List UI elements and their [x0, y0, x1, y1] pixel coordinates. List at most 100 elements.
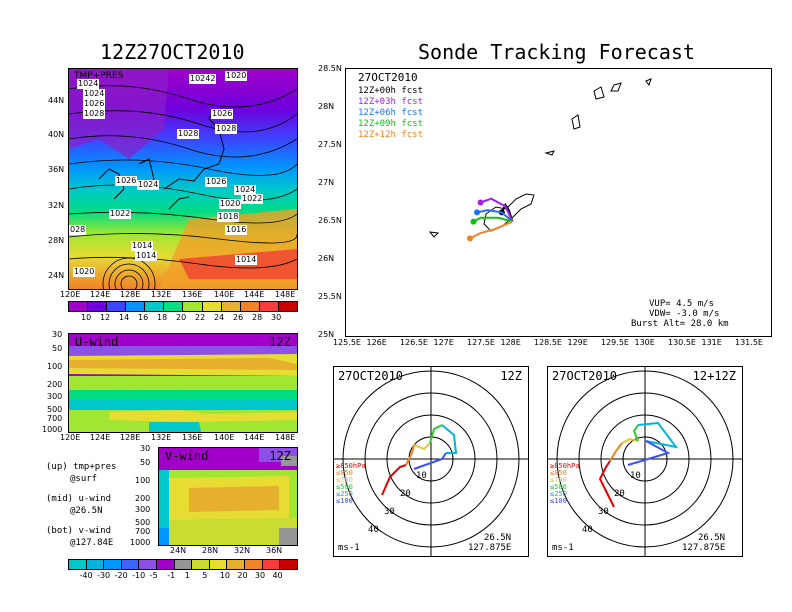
- forecast-legend-item: 12Z+09h fcst: [358, 119, 424, 129]
- lat-tick: 28N: [48, 236, 65, 245]
- u-wind-field: [69, 334, 297, 432]
- lon-tick: 127.5E: [467, 338, 495, 347]
- contour-label: 1024: [83, 89, 106, 99]
- right-title: Sonde Tracking Forecast: [418, 40, 695, 64]
- colorbar-label: 5: [202, 571, 208, 580]
- lat-tick: 26.5N: [318, 216, 342, 225]
- colorbar-label: -30: [97, 571, 111, 580]
- contour-label: 1024: [77, 79, 100, 89]
- colorbar-swatch: [262, 560, 281, 569]
- hodograph-level-label: ≤100: [550, 497, 567, 505]
- lon-tick: 128.5E: [534, 338, 562, 347]
- ring-label: 30: [598, 507, 609, 517]
- contour-label: 1016: [225, 225, 248, 235]
- hodograph-trace: [632, 424, 639, 442]
- hodograph-trace: [429, 424, 443, 444]
- lon-tick: 120E: [60, 433, 81, 442]
- forecast-track-line: [476, 209, 514, 223]
- lat-tick: 44N: [48, 96, 65, 105]
- hodograph-lat: 26.5N: [484, 533, 512, 543]
- lat-tick: 36N: [48, 165, 65, 174]
- colorbar-label: -1: [167, 571, 176, 580]
- contour-label: 1020: [225, 71, 248, 81]
- hodograph-panel-1: 27OCT2010 12Z 10 20 30 40 ms-1 26.5N 127.875E ≥85…: [333, 366, 529, 557]
- u-wind-panel: U-wind 12Z: [68, 333, 298, 433]
- v-wind-label: V-wind: [165, 449, 209, 463]
- colorbar-label: 28: [252, 313, 263, 322]
- p-tick: 200: [135, 494, 151, 503]
- hodograph-level-label: ≤100: [336, 497, 353, 505]
- lat-tick: 25N: [318, 330, 335, 339]
- hodograph-trace: [598, 460, 615, 508]
- lon-tick: 130.5E: [668, 338, 696, 347]
- colorbar-swatch: [174, 560, 193, 569]
- lon-tick: 125.5E: [333, 338, 361, 347]
- note-line: (bot) v-wind: [46, 526, 112, 536]
- hodograph-level-label: ≤250: [550, 490, 567, 498]
- hodograph-level-label: ≤700: [336, 476, 353, 484]
- lon-tick: 128E: [120, 290, 141, 299]
- colorbar-label: 30: [254, 571, 266, 580]
- hodograph-trace: [637, 421, 679, 449]
- u-wind-time: 12Z: [269, 335, 291, 349]
- hodograph-date: 27OCT2010: [338, 369, 404, 383]
- colorbar-label: 40: [272, 571, 283, 580]
- contour-label: 1020: [73, 267, 96, 277]
- param-line: Burst Alt= 28.0 km: [631, 319, 729, 329]
- contour-label: 1026: [211, 109, 234, 119]
- contour-label: 1020: [219, 199, 242, 209]
- colorbar-label: -5: [149, 571, 158, 580]
- hodograph-lat: 26.5N: [698, 533, 726, 543]
- hodograph-lon: 127.875E: [682, 543, 726, 553]
- hodograph-level-label: ≥850hPa: [550, 462, 580, 470]
- lon-tick: 132E: [151, 433, 172, 442]
- lat-tick: 27N: [318, 178, 335, 187]
- ring-label: 40: [368, 525, 379, 535]
- lon-tick: 120E: [60, 290, 81, 299]
- v-wind-time: 12Z: [269, 449, 291, 463]
- lon-tick: 124E: [90, 433, 111, 442]
- colorbar-label: -10: [132, 571, 146, 580]
- colorbar-label: 22: [195, 313, 206, 322]
- tracking-map: 27OCT2010 12Z+00h fcst 12Z+03h fcst 12Z+06…: [345, 68, 772, 337]
- contour-label: 028: [69, 225, 87, 235]
- map-label: TMP+PRES: [74, 71, 124, 81]
- contour-label: 1024: [137, 180, 160, 190]
- colorbar-label: 20: [176, 313, 187, 322]
- colorbar-label: 10: [81, 313, 92, 322]
- colorbar-label: 26: [233, 313, 244, 322]
- lon-tick: 127E: [433, 338, 454, 347]
- param-line: VUP= 4.5 m/s: [649, 299, 715, 309]
- lat-tick: 32N: [48, 201, 65, 210]
- note-line: (mid) u-wind: [46, 494, 112, 504]
- contour-label: 1014: [235, 255, 258, 265]
- colorbar-swatch: [86, 560, 105, 569]
- hodograph-plot: [334, 367, 528, 556]
- lat-tick: 25.5N: [318, 292, 342, 301]
- lat-tick: 40N: [48, 130, 65, 139]
- colorbar-swatch: [121, 560, 140, 569]
- colorbar-swatch: [192, 560, 210, 569]
- forecast-track-line: [473, 216, 513, 223]
- contour-label: 10242: [189, 74, 217, 84]
- contour-label: 1022: [109, 209, 132, 219]
- colorbar-label: -20: [114, 571, 128, 580]
- colorbar-label: 24: [214, 313, 225, 322]
- lon-tick: 129.5E: [601, 338, 629, 347]
- p-tick: 300: [135, 505, 151, 514]
- lat-tick: 36N: [266, 546, 283, 555]
- tracking-plot: [428, 78, 652, 242]
- colorbar-swatch: [164, 302, 184, 311]
- lon-tick: 128E: [120, 433, 141, 442]
- colorbar-swatch: [259, 302, 279, 311]
- temp-pressure-map: TMP+PRES 1024 10242 1020 1024 1026 1028 …: [68, 68, 298, 290]
- contour-label: 1026: [83, 99, 106, 109]
- p-tick: 50: [140, 458, 151, 467]
- temp-pressure-field: [69, 69, 297, 289]
- hodograph-trace: [413, 442, 431, 451]
- burst-point: [474, 209, 481, 216]
- colorbar-label: 20: [237, 571, 248, 580]
- hodograph-level-label: ≥850hPa: [336, 462, 366, 470]
- p-tick: 50: [52, 344, 63, 353]
- burst-point: [477, 199, 484, 206]
